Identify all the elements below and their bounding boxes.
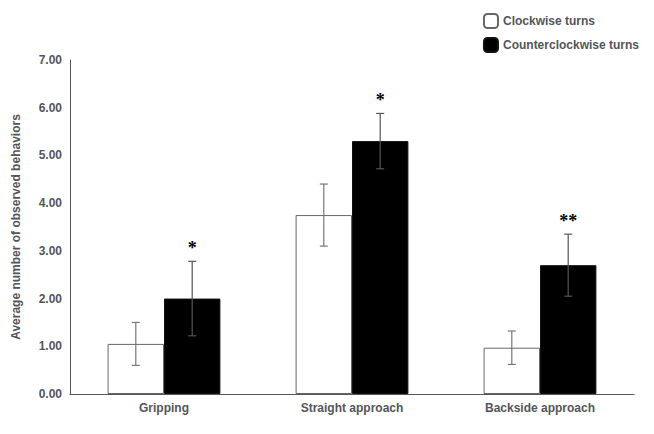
svg-text:Straight approach: Straight approach [301,401,404,415]
svg-text:7.00: 7.00 [39,53,63,67]
svg-text:Clockwise turns: Clockwise turns [503,14,595,28]
svg-text:3.00: 3.00 [39,244,63,258]
svg-text:Average number of observed beh: Average number of observed behaviors [9,114,23,340]
svg-text:**: ** [559,211,577,231]
svg-text:Gripping: Gripping [139,401,189,415]
svg-text:*: * [376,90,385,110]
svg-text:Backside approach: Backside approach [485,401,595,415]
svg-text:2.00: 2.00 [39,292,63,306]
svg-text:*: * [188,238,197,258]
svg-text:4.00: 4.00 [39,196,63,210]
svg-text:5.00: 5.00 [39,148,63,162]
svg-text:0.00: 0.00 [39,387,63,401]
svg-text:1.00: 1.00 [39,339,63,353]
svg-text:6.00: 6.00 [39,101,63,115]
svg-text:Counterclockwise turns: Counterclockwise turns [503,38,639,52]
